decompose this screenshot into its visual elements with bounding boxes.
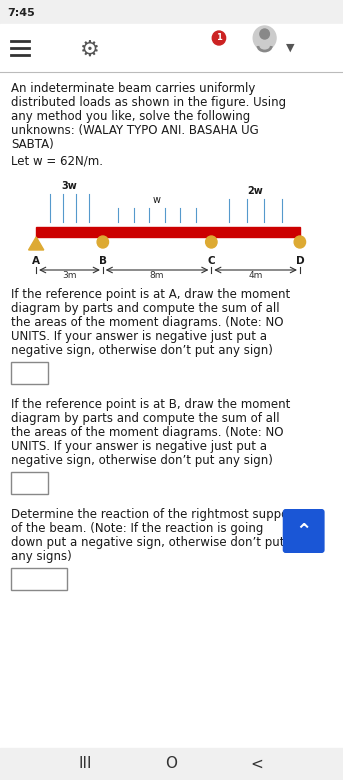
Bar: [103, 208, 211, 222]
Text: diagram by parts and compute the sum of all: diagram by parts and compute the sum of …: [12, 412, 280, 425]
Text: 8m: 8m: [150, 271, 164, 280]
Text: ⌃: ⌃: [296, 522, 312, 541]
Text: If the reference point is at B, draw the moment: If the reference point is at B, draw the…: [12, 398, 291, 411]
Text: the areas of the moment diagrams. (Note: NO: the areas of the moment diagrams. (Note:…: [12, 316, 284, 329]
Text: ⚙: ⚙: [80, 40, 100, 60]
Text: <: <: [251, 757, 264, 771]
Text: any signs): any signs): [12, 550, 72, 563]
Polygon shape: [28, 237, 44, 250]
Text: the areas of the moment diagrams. (Note: NO: the areas of the moment diagrams. (Note:…: [12, 426, 284, 439]
Text: SABTA): SABTA): [12, 138, 54, 151]
Text: 3m: 3m: [62, 271, 77, 280]
Text: negative sign, otherwise don’t put any sign): negative sign, otherwise don’t put any s…: [12, 344, 273, 357]
Text: negative sign, otherwise don’t put any sign): negative sign, otherwise don’t put any s…: [12, 454, 273, 467]
FancyBboxPatch shape: [12, 568, 67, 590]
Text: C: C: [207, 256, 215, 266]
Bar: [36, 227, 300, 237]
Text: diagram by parts and compute the sum of all: diagram by parts and compute the sum of …: [12, 302, 280, 315]
Text: Determine the reaction of the rightmost support: Determine the reaction of the rightmost …: [12, 508, 298, 521]
Text: UNITS. If your answer is negative just put a: UNITS. If your answer is negative just p…: [12, 330, 267, 343]
Text: w: w: [153, 195, 161, 205]
Text: 7:45: 7:45: [8, 8, 35, 18]
Text: unknowns: (WALAY TYPO ANI. BASAHA UG: unknowns: (WALAY TYPO ANI. BASAHA UG: [12, 124, 259, 137]
Text: Let w = 62N/m.: Let w = 62N/m.: [12, 154, 103, 167]
Bar: [0, 24, 343, 72]
Text: B: B: [99, 256, 107, 266]
Text: D: D: [296, 256, 304, 266]
Circle shape: [206, 236, 217, 248]
Text: 3w: 3w: [62, 181, 77, 191]
Circle shape: [212, 31, 226, 45]
Text: UNITS. If your answer is negative just put a: UNITS. If your answer is negative just p…: [12, 440, 267, 453]
Text: ▼: ▼: [286, 43, 294, 53]
Text: 4m: 4m: [248, 271, 263, 280]
Bar: [0, 748, 343, 780]
Text: A: A: [32, 256, 40, 266]
Circle shape: [294, 236, 306, 248]
Circle shape: [260, 29, 269, 39]
Bar: [211, 199, 300, 222]
Bar: [0, 0, 343, 24]
Text: An indeterminate beam carries uniformly: An indeterminate beam carries uniformly: [12, 82, 256, 95]
FancyBboxPatch shape: [283, 509, 325, 553]
FancyBboxPatch shape: [12, 472, 48, 494]
Circle shape: [97, 236, 108, 248]
Text: any method you like, solve the following: any method you like, solve the following: [12, 110, 251, 123]
Text: distributed loads as shown in the figure. Using: distributed loads as shown in the figure…: [12, 96, 287, 109]
Bar: [36, 194, 103, 222]
Circle shape: [253, 26, 276, 50]
Text: If the reference point is at A, draw the moment: If the reference point is at A, draw the…: [12, 288, 291, 301]
FancyBboxPatch shape: [12, 362, 48, 384]
Text: 1: 1: [216, 34, 222, 42]
Text: down put a negative sign, otherwise don’t put: down put a negative sign, otherwise don’…: [12, 536, 285, 549]
Text: 2w: 2w: [248, 186, 264, 196]
Text: of the beam. (Note: If the reaction is going: of the beam. (Note: If the reaction is g…: [12, 522, 264, 535]
Text: III: III: [79, 757, 93, 771]
Text: O: O: [165, 757, 177, 771]
